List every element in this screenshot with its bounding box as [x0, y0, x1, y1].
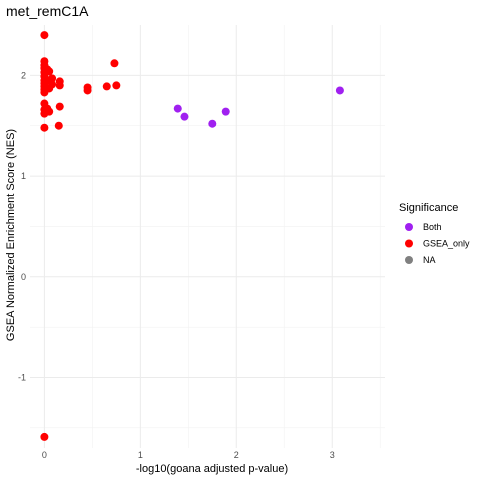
legend-key-both	[405, 223, 413, 231]
grid	[30, 25, 385, 448]
data-point-both	[221, 107, 230, 116]
data-point-gsea-only	[110, 59, 119, 68]
y-axis-title: GSEA Normalized Enrichment Score (NES)	[5, 129, 17, 341]
axis-ticks: 0 1 2 3 -1 0 1 2	[18, 70, 335, 460]
data-point-gsea-only	[102, 82, 111, 91]
data-point-gsea-only	[48, 74, 57, 83]
data-point-gsea-only	[40, 432, 49, 441]
data-point-both	[173, 104, 182, 113]
data-point-gsea-only	[45, 67, 54, 76]
legend-key-gsea-only	[405, 239, 413, 248]
legend-title: Significance	[399, 202, 458, 214]
legend-label-both: Both	[423, 222, 442, 232]
data-point-both	[180, 112, 189, 121]
data-point-gsea-only	[112, 81, 121, 90]
x-tick-label: 3	[330, 450, 335, 460]
data-point-gsea-only	[54, 121, 63, 130]
x-tick-label: 1	[138, 450, 143, 460]
data-point-gsea-only	[83, 86, 92, 95]
data-point-gsea-only	[40, 31, 49, 40]
x-tick-label: 2	[234, 450, 239, 460]
data-point-gsea-only	[48, 80, 57, 89]
chart-title: met_remC1A	[6, 3, 89, 19]
data-point-gsea-only	[45, 107, 54, 116]
data-point-gsea-only	[55, 102, 64, 111]
legend-label-na: NA	[423, 255, 436, 265]
data-point-both	[335, 86, 344, 95]
data-point-gsea-only	[40, 123, 49, 132]
data-points	[40, 31, 344, 441]
x-axis-title: -log10(goana adjusted p-value)	[136, 463, 288, 475]
y-tick-label: 1	[21, 171, 26, 181]
y-tick-label: 0	[21, 272, 26, 282]
x-tick-label: 0	[42, 450, 47, 460]
legend-key-na	[405, 256, 413, 264]
y-tick-label: 2	[21, 70, 26, 80]
y-tick-label: -1	[18, 373, 26, 383]
legend-label-gsea-only: GSEA_only	[423, 239, 470, 249]
legend: Significance Both GSEA_only NA	[399, 202, 470, 265]
data-point-gsea-only	[55, 81, 64, 90]
data-point-both	[208, 119, 217, 128]
